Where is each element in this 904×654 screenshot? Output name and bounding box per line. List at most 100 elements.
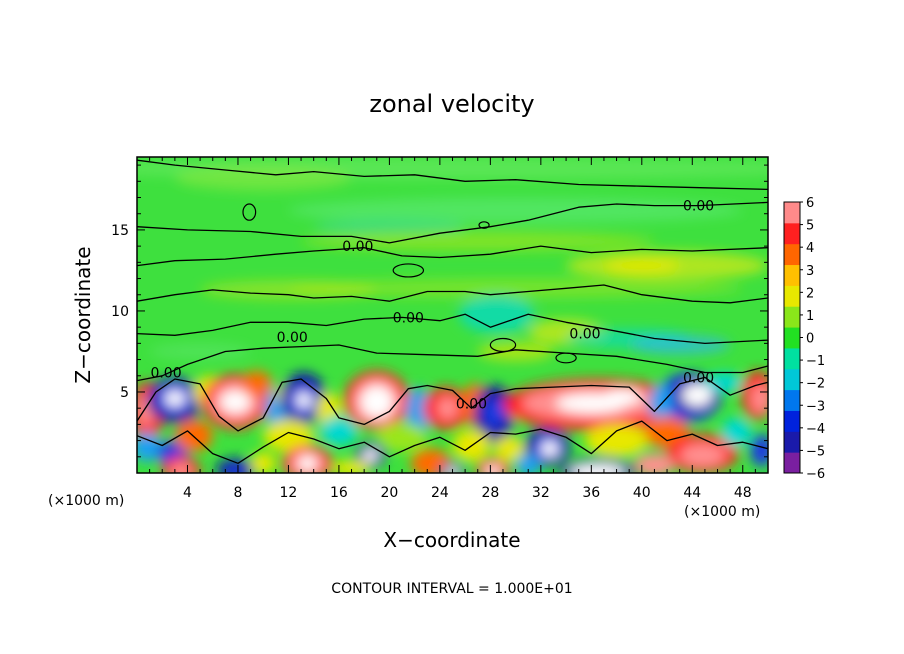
contour-label: 0.00 bbox=[393, 310, 424, 326]
x-tick-label: 48 bbox=[734, 485, 752, 501]
y-axis: 5 10 15 bbox=[111, 164, 768, 458]
colorbar-tick-label: 6 bbox=[806, 196, 814, 211]
contour-label: 0.00 bbox=[569, 327, 600, 343]
colorbar-tick-label: 2 bbox=[806, 286, 814, 301]
contour-line bbox=[137, 201, 768, 244]
field-cell bbox=[332, 460, 371, 473]
y-tick-label: 15 bbox=[111, 223, 129, 239]
field-cell bbox=[604, 388, 642, 405]
colorbar-swatch bbox=[784, 452, 800, 474]
x-tick-label: 44 bbox=[683, 485, 701, 501]
field-cell bbox=[482, 398, 506, 428]
contour-loop bbox=[392, 263, 425, 278]
colorbar-swatch bbox=[784, 222, 800, 245]
x-tick-label: 28 bbox=[481, 485, 499, 501]
field-cell bbox=[569, 464, 626, 473]
colorbar-swatch bbox=[784, 347, 800, 370]
colorbar-tick-label: −1 bbox=[806, 354, 825, 369]
field-cell bbox=[313, 218, 466, 235]
field-cell bbox=[437, 396, 458, 420]
field-cell bbox=[171, 463, 192, 473]
colorbar-tick-label: −5 bbox=[806, 444, 825, 459]
x-tick-label: 8 bbox=[233, 485, 242, 501]
colorbar-swatch bbox=[784, 243, 800, 266]
contour-line bbox=[137, 313, 768, 345]
field-cell bbox=[164, 390, 185, 407]
colorbar-swatch bbox=[784, 389, 800, 411]
field-cell bbox=[649, 383, 673, 423]
field-cell bbox=[515, 453, 541, 473]
contour-label: 0.00 bbox=[456, 396, 487, 412]
field-cell bbox=[200, 280, 377, 300]
field-cell bbox=[298, 455, 317, 472]
field-cell bbox=[174, 419, 213, 452]
contour-loop bbox=[478, 221, 490, 229]
field-cell bbox=[485, 465, 501, 473]
field-cell bbox=[405, 387, 431, 436]
contour-line bbox=[137, 420, 768, 464]
field-cell bbox=[301, 231, 655, 251]
contour-line bbox=[137, 159, 768, 191]
field-cell bbox=[682, 383, 713, 407]
colorbar-swatch bbox=[784, 264, 800, 286]
contour-label: 0.00 bbox=[277, 330, 308, 346]
field-cell bbox=[241, 370, 272, 397]
colorbar-tick-label: 3 bbox=[806, 264, 814, 279]
colorbar-swatch bbox=[784, 368, 800, 391]
field-cell bbox=[149, 343, 251, 360]
x-axis-label: X−coordinate bbox=[383, 528, 520, 552]
field-cell bbox=[362, 448, 379, 462]
colorbar-swatch bbox=[784, 306, 800, 328]
x-tick-label: 32 bbox=[532, 485, 550, 501]
colorbar-tick-label: −6 bbox=[806, 467, 825, 482]
field-cell bbox=[376, 422, 428, 452]
contour-label: 0.00 bbox=[683, 199, 714, 215]
x-tick-label: 16 bbox=[330, 485, 348, 501]
x-tick-label: 4 bbox=[183, 485, 192, 501]
field-cell bbox=[751, 383, 768, 414]
colorbar-swatch bbox=[784, 285, 800, 307]
colorbar: 6 5 4 3 2 1 0 −1 −2 −3 −4 −5 −6 bbox=[783, 196, 825, 482]
field-cell bbox=[263, 419, 314, 452]
colorbar-tick-label: 4 bbox=[806, 241, 814, 256]
field-cell bbox=[679, 443, 726, 467]
y-tick-label: 10 bbox=[111, 304, 129, 320]
field-cell bbox=[288, 278, 743, 298]
field-cell bbox=[603, 257, 680, 274]
field-cell bbox=[296, 392, 312, 409]
field-cell bbox=[750, 434, 768, 467]
x-tick-label: 40 bbox=[633, 485, 651, 501]
field-cell bbox=[410, 448, 452, 473]
chart-title: zonal velocity bbox=[369, 90, 534, 118]
colorbar-tick-label: 1 bbox=[806, 309, 814, 324]
zero-contours bbox=[137, 159, 768, 464]
field-cell bbox=[250, 452, 276, 473]
colorbar-tick-label: −3 bbox=[806, 399, 825, 414]
x-tick-label: 36 bbox=[582, 485, 600, 501]
colorbar-tick-label: 5 bbox=[806, 219, 814, 234]
contour-label: 0.00 bbox=[683, 370, 714, 386]
field-cell bbox=[721, 417, 752, 448]
field-cell bbox=[540, 440, 559, 457]
contour-line bbox=[137, 245, 768, 267]
x-unit-left: (×1000 m) bbox=[48, 493, 124, 509]
field-cell bbox=[220, 390, 251, 414]
colorbar-swatch bbox=[784, 327, 800, 349]
x-tick-label: 12 bbox=[280, 485, 298, 501]
field-cell bbox=[225, 464, 246, 473]
x-unit-right: (×1000 m) bbox=[684, 504, 760, 520]
contour-label: 0.00 bbox=[150, 366, 181, 382]
field-cell bbox=[704, 372, 743, 392]
y-axis-label: Z−coordinate bbox=[71, 246, 95, 383]
contour-loop bbox=[489, 337, 517, 353]
contour-label: 0.00 bbox=[342, 239, 373, 255]
colorbar-tick-label: −2 bbox=[806, 377, 825, 392]
field-cell bbox=[174, 165, 352, 192]
field-cell bbox=[629, 335, 731, 355]
x-axis: 4 8 12 16 20 24 28 32 36 40 44 48 bbox=[149, 157, 756, 501]
contour-loop bbox=[555, 352, 577, 364]
field-cell bbox=[477, 341, 554, 362]
field-cell bbox=[494, 435, 525, 462]
field-cell bbox=[360, 385, 394, 418]
